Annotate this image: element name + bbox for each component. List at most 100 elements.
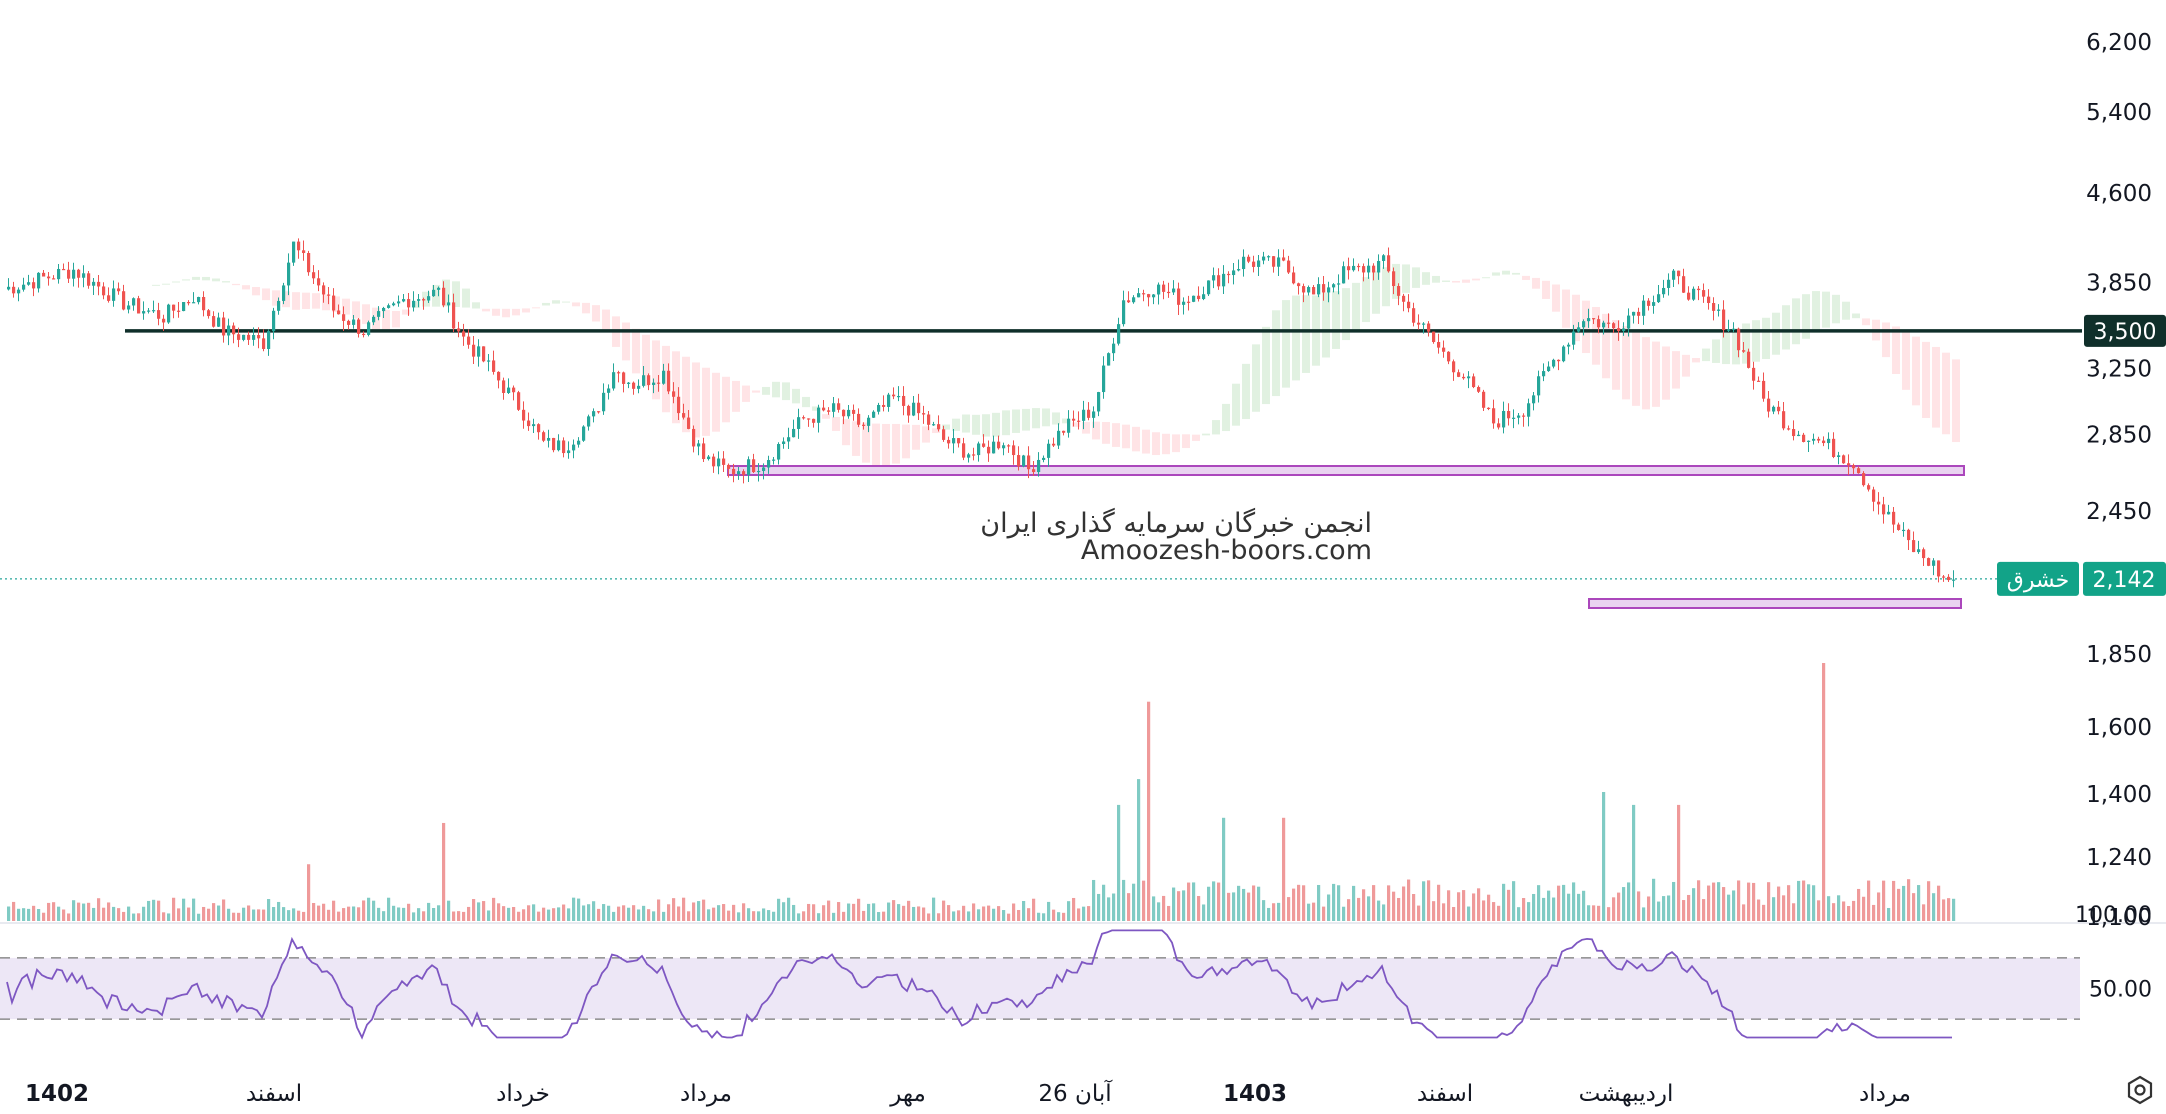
volume-bar <box>807 903 811 921</box>
price-tick-label: 2,450 <box>2086 499 2152 525</box>
cloud-segment <box>992 412 1000 437</box>
time-axis-label: مرداد <box>1859 1081 1911 1107</box>
candle-body <box>1387 255 1391 272</box>
watermark: انجمن خبرگان سرمایه گذاری ایران Amoozesh… <box>980 507 1372 566</box>
volume-bar <box>1692 888 1696 921</box>
candle-body <box>1282 257 1286 261</box>
price-axis: 6,200 5,400 4,600 3,850 3,250 2,850 2,450 1,850… <box>2075 30 2152 1003</box>
cloud-segment <box>1662 346 1670 400</box>
volume-bar <box>672 898 676 921</box>
candle-body <box>702 443 706 460</box>
cloud-segment <box>1722 332 1730 365</box>
candle-body <box>1787 428 1791 430</box>
candle-body <box>232 325 236 335</box>
volume-bar <box>1722 887 1726 921</box>
volume-bar <box>882 911 886 921</box>
volume-bar <box>1777 886 1781 921</box>
volume-bar <box>707 909 711 921</box>
price-tick-label: 1,400 <box>2086 782 2152 808</box>
support-zone-upper[interactable] <box>727 465 1965 476</box>
candle-body <box>1182 301 1186 305</box>
candle-body <box>442 287 446 306</box>
volume-bar <box>1182 890 1186 921</box>
candle-body <box>1442 347 1446 352</box>
candle-body <box>567 450 571 454</box>
volume-bar <box>1857 888 1861 921</box>
rsi-tick-label: 50.00 <box>2089 978 2152 1003</box>
candle-body <box>87 273 91 286</box>
cloud-segment <box>1162 433 1170 455</box>
candle-body <box>477 346 481 357</box>
candle-body <box>1367 265 1371 273</box>
candle-body <box>132 298 136 306</box>
candle-body <box>1782 411 1786 429</box>
candle-body <box>717 458 721 467</box>
candle-body <box>377 311 381 317</box>
volume-bar <box>402 907 406 921</box>
candle-body <box>937 424 941 430</box>
candle-body <box>382 307 386 312</box>
volume-bar <box>207 908 211 921</box>
cloud-segment <box>782 382 790 401</box>
candle-body <box>957 438 961 444</box>
volume-bar <box>462 911 466 921</box>
cloud-segment <box>412 301 420 308</box>
candle-body <box>902 395 906 406</box>
volume-bar <box>352 906 356 921</box>
volume-bar <box>1887 907 1891 921</box>
candle-body <box>517 392 521 410</box>
candle-body <box>497 371 501 381</box>
candle-body <box>1542 371 1546 377</box>
candle-body <box>1337 283 1341 285</box>
candle-body <box>1842 455 1846 464</box>
support-zone-lower[interactable] <box>1588 598 1962 609</box>
volume-bar <box>1827 896 1831 921</box>
candle-body <box>447 302 451 306</box>
candle-body <box>387 305 391 308</box>
volume-bar <box>1607 907 1611 921</box>
cloud-segment <box>1642 337 1650 410</box>
volume-bar <box>617 906 621 921</box>
symbol-badge[interactable] <box>1997 561 2079 596</box>
cloud-segment <box>882 423 890 467</box>
candle-body <box>1762 380 1766 399</box>
candle-body <box>437 287 441 290</box>
volume-bar <box>1112 893 1116 921</box>
candle-body <box>1222 273 1226 287</box>
volume-bar <box>1742 904 1746 921</box>
candle-body <box>502 380 506 393</box>
candle-body <box>1057 430 1061 446</box>
volume-bar <box>357 907 361 921</box>
candle-body <box>982 443 986 447</box>
cloud-segment <box>772 381 780 398</box>
candle-body <box>1492 408 1496 424</box>
candle-body <box>602 392 606 412</box>
cloud-segment <box>672 351 680 424</box>
candle-body <box>817 407 821 423</box>
cloud-segment <box>1572 294 1580 342</box>
volume-bar <box>1367 896 1371 921</box>
volume-bar <box>367 897 371 921</box>
candle-body <box>1847 463 1851 466</box>
cloud-segment <box>1062 418 1070 424</box>
candle-body <box>967 454 971 458</box>
volume-bar <box>312 902 316 921</box>
candle-body <box>37 272 41 289</box>
cloud-segment <box>1752 320 1760 362</box>
volume-bar <box>1177 891 1181 921</box>
cloud-segment <box>1592 307 1600 365</box>
cloud-segment <box>1852 313 1860 319</box>
candle-body <box>262 338 266 349</box>
volume-bar <box>1297 884 1301 921</box>
volume-bar <box>1127 893 1131 921</box>
volume-bar <box>1657 901 1661 921</box>
volume-bar <box>1407 879 1411 921</box>
cloud-segment <box>1692 358 1700 363</box>
volume-bar <box>1227 892 1231 921</box>
candle-body <box>627 382 631 384</box>
candle-body <box>1722 309 1726 331</box>
settings-icon[interactable] <box>2127 1075 2153 1105</box>
candle-body <box>1652 302 1656 306</box>
candle-body <box>1017 455 1021 467</box>
